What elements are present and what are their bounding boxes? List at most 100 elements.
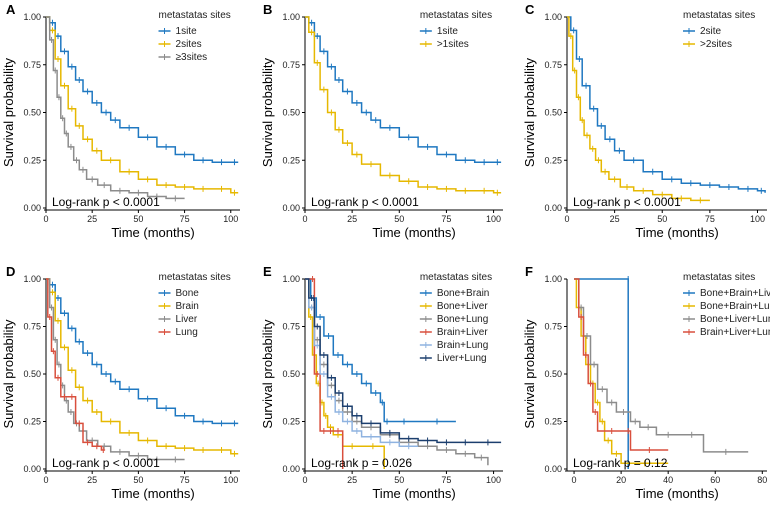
x-tick-label: 100 [223,475,238,485]
panel-letter: B [263,2,272,17]
legend-label: Brain+Liver+Lung [700,327,770,338]
legend-label: Brain+Liver [437,327,489,338]
y-tick-label: 0.75 [282,60,300,70]
legend-label: Brain [176,301,199,312]
y-tick-label: 0.25 [544,417,562,427]
x-tick-label: 50 [394,475,404,485]
x-tick-label: 25 [87,475,97,485]
x-axis-label: Time (months) [111,225,194,240]
legend-label: Lung [176,327,198,338]
x-tick-label: 0 [43,475,48,485]
x-tick-label: 20 [616,475,626,485]
legend-title: metastatas sites [683,10,755,21]
y-tick-label: 0.50 [282,108,300,118]
y-tick-label: 0.75 [544,322,562,332]
y-tick-label: 0.75 [282,322,300,332]
panel-letter: C [525,2,535,17]
km-curve-brain [46,278,239,455]
legend-title: metastatas sites [683,272,755,283]
logrank-pvalue: Log-rank p < 0.0001 [52,195,160,209]
km-curve-liver [46,278,185,461]
panel-letter: A [6,2,16,17]
x-tick-label: 60 [710,475,720,485]
x-tick-label: 100 [486,214,501,224]
x-tick-label: 0 [572,475,577,485]
panel-e: E Survival probability Time (months) 0.00 0.… [260,264,503,501]
km-curve-brain-liver-lung [574,278,669,451]
y-tick-label: 0.25 [23,155,41,165]
x-tick-label: 75 [441,214,451,224]
legend-label: 2site [700,26,722,37]
x-tick-label: 100 [750,214,765,224]
km-curve-bone-brain [305,278,456,423]
y-axis-label: Survival probability [1,319,16,429]
km-curve-1site [305,16,502,163]
y-tick-label: 0.25 [23,417,41,427]
y-tick-label: 1.00 [282,12,300,22]
y-tick-label: 0.75 [23,322,41,332]
legend-title: metastatas sites [159,10,231,21]
logrank-pvalue: Log-rank p < 0.0001 [573,195,681,209]
km-curve-1site [46,16,239,163]
x-tick-label: 75 [180,475,190,485]
legend-label: >1sites [437,39,469,50]
x-axis-label: Time (months) [372,225,455,240]
y-tick-label: 1.00 [23,12,41,22]
legend-label: Bone+Brain [437,288,490,299]
y-tick-label: 0.00 [544,464,562,474]
logrank-pvalue: Log-rank p < 0.0001 [52,456,160,470]
y-tick-label: 0.50 [544,108,562,118]
y-tick-label: 0.50 [23,369,41,379]
legend-label: 1site [176,26,198,37]
panel-a: A Survival probability Time (months) 0.00 0.… [1,2,240,240]
y-tick-label: 0.75 [544,60,562,70]
y-tick-label: 1.00 [544,274,562,284]
x-axis-label: Time (months) [635,225,718,240]
legend-label: Liver+Lung [437,353,487,364]
x-tick-label: 25 [347,475,357,485]
panel-b: B Survival probability Time (months) 0.00 0.… [260,2,503,240]
panel-letter: D [6,264,15,279]
y-tick-label: 0.25 [282,155,300,165]
x-tick-label: 25 [610,214,620,224]
km-curve-lung [46,278,106,451]
y-tick-label: 1.00 [544,12,562,22]
x-tick-label: 75 [441,475,451,485]
y-axis-label: Survival probability [1,57,16,167]
y-tick-label: 0.00 [282,203,300,213]
legend-label: Bone+Lung [437,314,488,325]
legend-label: Bone+Brain+Liver [700,288,770,299]
x-tick-label: 25 [347,214,357,224]
x-tick-label: 80 [757,475,767,485]
x-tick-label: 0 [564,214,569,224]
x-tick-label: 75 [705,214,715,224]
legend-label: 1site [437,26,459,37]
x-tick-label: 0 [302,214,307,224]
y-axis-label: Survival probability [522,319,537,429]
x-axis-label: Time (months) [635,486,718,501]
y-tick-label: 0.00 [544,203,562,213]
logrank-pvalue: Log-rank p < 0.0001 [311,195,419,209]
legend-label: >2sites [700,39,732,50]
panel-f: F Survival probability Time (months) 0.00 0.… [522,264,770,501]
legend-label: Brain+Lung [437,340,488,351]
panel-letter: F [525,264,533,279]
logrank-pvalue: Log-rank p = 0.026 [311,456,412,470]
y-tick-label: 0.50 [23,108,41,118]
legend-title: metastatas sites [420,10,492,21]
y-axis-label: Survival probability [260,57,275,167]
y-tick-label: 1.00 [23,274,41,284]
x-tick-label: 0 [43,214,48,224]
km-curve-bone [46,278,239,425]
km-curve-2sites [46,16,239,194]
panel-letter: E [263,264,272,279]
x-tick-label: 75 [180,214,190,224]
y-tick-label: 0.00 [282,464,300,474]
x-axis-label: Time (months) [372,486,455,501]
km-curve-bone-brain-lung [574,278,669,465]
legend-label: Bone+Liver [437,301,489,312]
x-tick-label: 100 [486,475,501,485]
x-tick-label: 0 [302,475,307,485]
y-tick-label: 1.00 [282,274,300,284]
